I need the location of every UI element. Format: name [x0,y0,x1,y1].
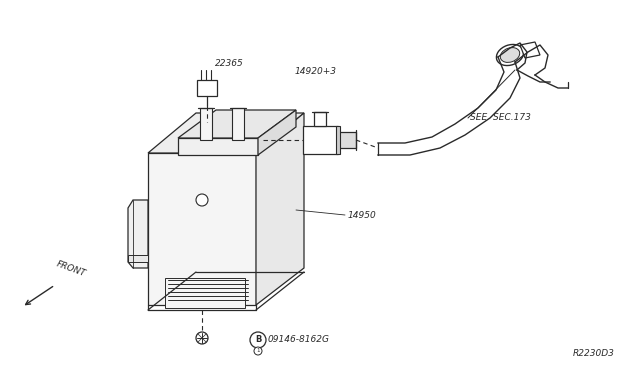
Polygon shape [336,126,340,154]
Polygon shape [128,255,148,262]
Circle shape [196,332,208,344]
Circle shape [254,347,262,355]
Text: B: B [255,336,261,344]
Text: FRONT: FRONT [55,259,87,278]
Polygon shape [148,113,304,153]
Polygon shape [200,108,212,140]
Polygon shape [338,132,356,148]
Polygon shape [314,112,326,126]
Ellipse shape [500,48,520,62]
Text: 09146-8162G: 09146-8162G [268,336,330,344]
Polygon shape [178,138,258,155]
Polygon shape [165,278,245,308]
Polygon shape [303,126,338,154]
Text: R2230D3: R2230D3 [573,349,615,358]
Polygon shape [256,113,304,305]
Polygon shape [197,80,217,96]
Polygon shape [178,110,296,138]
Text: 14950: 14950 [348,211,377,219]
Text: 1: 1 [256,349,260,353]
Text: 14920+3: 14920+3 [295,67,337,77]
Circle shape [196,194,208,206]
Polygon shape [520,42,540,58]
Polygon shape [128,200,148,268]
Polygon shape [258,110,296,155]
Text: SEE  SEC.173: SEE SEC.173 [470,113,531,122]
Ellipse shape [497,44,524,65]
Polygon shape [232,108,244,140]
Polygon shape [148,153,256,305]
Text: 22365: 22365 [215,58,244,67]
Circle shape [250,332,266,348]
